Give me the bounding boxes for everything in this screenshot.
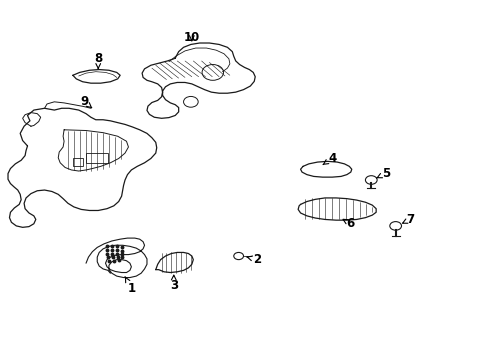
- Text: 10: 10: [183, 31, 200, 44]
- Bar: [73, 158, 82, 166]
- Bar: [86, 153, 108, 163]
- Text: 9: 9: [80, 95, 91, 108]
- Text: 7: 7: [402, 213, 413, 226]
- Text: 4: 4: [322, 152, 336, 165]
- Text: 8: 8: [94, 52, 102, 68]
- Text: 2: 2: [246, 253, 260, 266]
- Text: 6: 6: [343, 217, 354, 230]
- Text: 1: 1: [125, 276, 135, 295]
- Text: 3: 3: [169, 275, 178, 292]
- Text: 5: 5: [376, 167, 389, 180]
